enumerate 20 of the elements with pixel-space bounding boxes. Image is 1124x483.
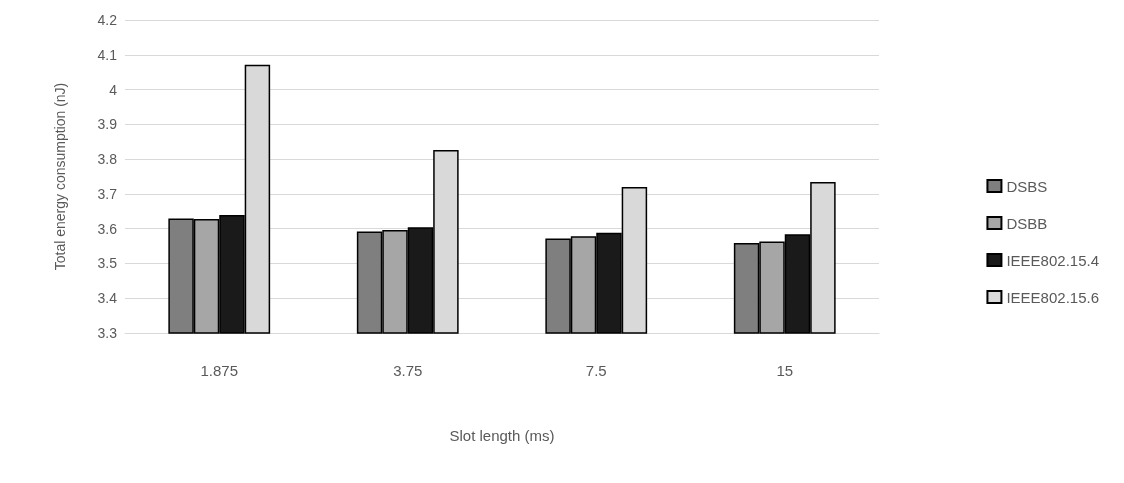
legend-label: IEEE802.15.6 (1006, 288, 1100, 306)
x-tick-label: 1.875 (200, 362, 239, 379)
y-tick-label: 3.8 (97, 151, 118, 168)
y-tick-label: 3.4 (97, 290, 118, 307)
y-tick-label: 4 (109, 81, 118, 98)
y-tick-label: 4.2 (97, 12, 118, 28)
x-tick-label: 15 (776, 362, 794, 379)
legend-label: DSBS (1006, 177, 1048, 195)
y-tick-label: 4.1 (97, 46, 118, 63)
y-tick-label: 3.7 (97, 185, 118, 202)
legend-label: DSBB (1006, 214, 1048, 232)
x-tick-label: 7.5 (585, 362, 607, 379)
y-axis-title: Total energy consumption (nJ) (52, 82, 68, 271)
legend-label: IEEE802.15.4 (1006, 251, 1100, 269)
y-tick-label: 3.9 (97, 116, 118, 133)
y-tick-label: 3.6 (97, 220, 118, 237)
x-tick-label: 3.75 (393, 362, 423, 379)
x-axis-title: Slot length (ms) (449, 427, 555, 444)
y-tick-label: 3.3 (97, 325, 118, 341)
y-tick-label: 3.5 (97, 255, 118, 272)
